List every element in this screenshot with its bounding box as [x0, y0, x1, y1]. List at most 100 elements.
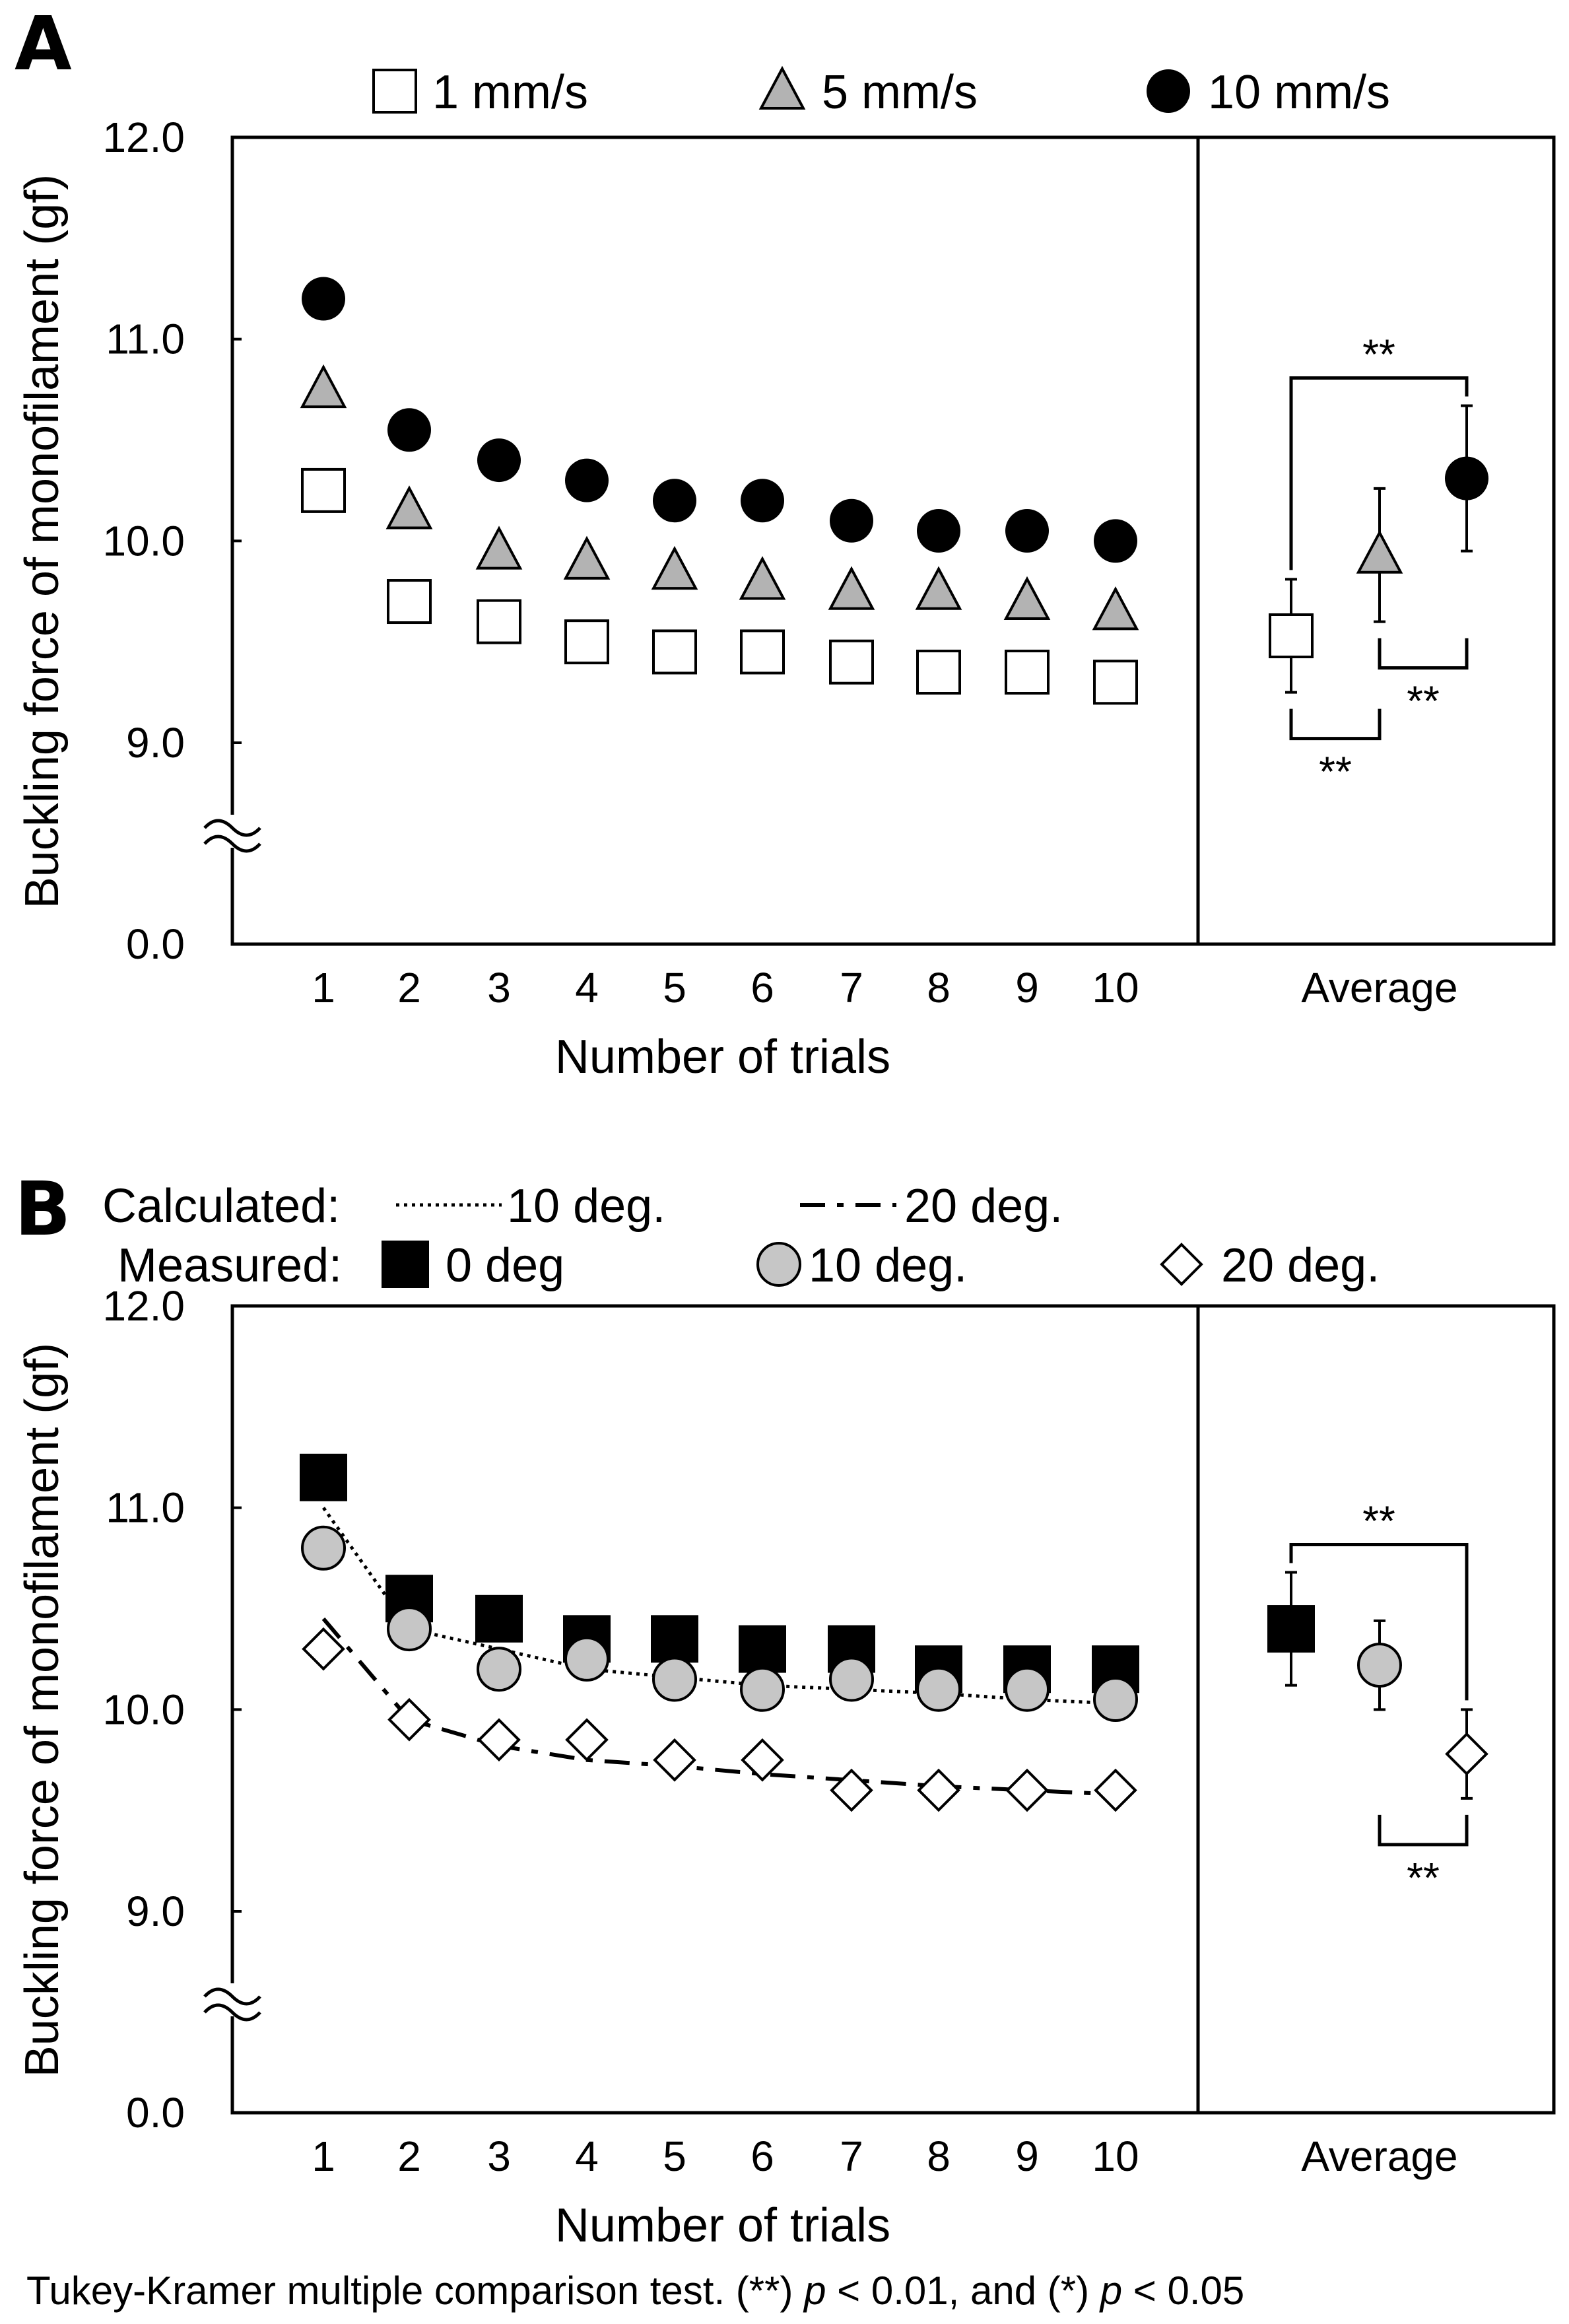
- x-axis-title: Number of trials: [555, 2199, 890, 2252]
- data-point-shape: [740, 1666, 785, 1712]
- data-point-shape: [563, 535, 611, 580]
- y-tick-label: 9.0: [126, 719, 185, 767]
- legend-label: 0 deg: [446, 1239, 564, 1292]
- data-point: [387, 579, 432, 625]
- legend-marker: [1147, 69, 1190, 113]
- panel-a: A 12.0 11.0 10.0 9.0 0.0 1 2 3 4 5 6 7 8 9 10 Average Num…: [15, 1, 1556, 1083]
- data-point-shape: [1094, 519, 1137, 563]
- data-point-shape: [651, 1615, 698, 1663]
- data-point: [1003, 576, 1051, 621]
- data-point-shape: [651, 545, 698, 590]
- y-axis-title: Buckling force of monofilament (gf): [16, 174, 69, 908]
- data-point-shape: [740, 629, 785, 675]
- x-tick-label: 1: [312, 2133, 335, 2180]
- data-point-shape: [300, 1453, 347, 1501]
- y-tick-label: 10.0: [102, 517, 185, 564]
- data-point-shape: [565, 1718, 609, 1762]
- legend-marker-shape: [756, 1242, 801, 1287]
- average-point-shape: [1445, 456, 1488, 500]
- data-point: [1093, 660, 1138, 705]
- x-tick-label: 1: [312, 964, 335, 1011]
- x-tick-label: 8: [927, 2133, 951, 2180]
- data-point-shape: [917, 1768, 960, 1812]
- data-point-shape: [1093, 660, 1138, 705]
- legend-label: 20 deg.: [1221, 1239, 1380, 1292]
- average-point-shape: [1445, 1732, 1488, 1776]
- significance-label: **: [1362, 1497, 1395, 1544]
- y-tick-label: 12.0: [102, 114, 185, 161]
- data-point-shape: [829, 639, 874, 685]
- x-tick-label: 7: [840, 2133, 863, 2180]
- data-point-shape: [385, 485, 433, 530]
- data-point-shape: [302, 1627, 345, 1671]
- data-point: [829, 1657, 874, 1702]
- data-point: [301, 1525, 346, 1571]
- legend-marker-shape: [758, 65, 806, 110]
- x-tick-label: 8: [927, 964, 951, 1011]
- data-point: [300, 1453, 347, 1501]
- data-point-shape: [652, 1657, 697, 1702]
- panel-letter-b: B: [15, 1167, 71, 1252]
- x-tick-label: 6: [751, 964, 774, 1011]
- average-point: [1267, 1605, 1315, 1653]
- significance-bracket: [1289, 708, 1382, 741]
- data-point: [301, 467, 346, 513]
- legend-label: 10 mm/s: [1208, 66, 1390, 119]
- data-point: [387, 1697, 431, 1742]
- legend-marker: [372, 69, 417, 114]
- data-point-shape: [564, 619, 609, 665]
- x-tick-label: 2: [397, 2133, 421, 2180]
- plot-frame: [230, 135, 1556, 946]
- legend-title-calculated: Calculated:: [102, 1180, 340, 1233]
- data-point-shape: [916, 650, 961, 695]
- axis-break-mark: [203, 1987, 261, 2006]
- data-point-shape: [1003, 576, 1051, 621]
- data-point: [739, 556, 786, 600]
- legend-marker-shape: [382, 1241, 429, 1288]
- data-point-shape: [477, 599, 521, 644]
- data-point-shape: [741, 479, 784, 523]
- data-point: [916, 650, 961, 695]
- data-point-shape: [917, 509, 960, 553]
- data-point-shape: [652, 629, 697, 675]
- data-point-shape: [1005, 1768, 1049, 1812]
- legend-marker-shape: [1160, 1243, 1203, 1286]
- data-point: [651, 1615, 698, 1663]
- x-tick-label: 10: [1092, 964, 1139, 1011]
- significance-label: **: [1407, 677, 1440, 725]
- y-tick-label: 10.0: [102, 1686, 185, 1733]
- data-point: [830, 1768, 873, 1812]
- plot-frame: [230, 1304, 1556, 2115]
- calculated-line: [321, 1617, 1116, 1796]
- x-tick-label: 7: [840, 964, 863, 1011]
- legend-marker: [382, 1241, 429, 1288]
- data-point: [563, 535, 611, 580]
- legend-marker: [758, 65, 806, 110]
- y-axis-title: Buckling force of monofilament (gf): [16, 1343, 69, 2077]
- data-point: [477, 438, 521, 483]
- data-point: [651, 545, 698, 590]
- data-point-shape: [387, 579, 432, 625]
- data-point: [741, 1738, 784, 1782]
- significance-bracket: [1378, 1814, 1469, 1847]
- data-point: [652, 1657, 697, 1702]
- significance-label: **: [1362, 331, 1395, 378]
- data-point-shape: [739, 556, 786, 600]
- data-point: [477, 1718, 521, 1762]
- y-tick-label: 0.0: [126, 2089, 185, 2136]
- average-point-shape: [1356, 530, 1403, 574]
- data-point-shape: [828, 566, 875, 610]
- data-point-shape: [564, 1636, 609, 1682]
- data-point: [302, 277, 345, 321]
- data-point: [564, 1636, 609, 1682]
- legend-marker-shape: [1147, 69, 1190, 113]
- data-point: [387, 1606, 432, 1652]
- data-point: [917, 1768, 960, 1812]
- axis-break-mark: [203, 819, 261, 837]
- y-tick-label: 9.0: [126, 1888, 185, 1935]
- data-point: [739, 1625, 786, 1673]
- data-point: [1005, 650, 1050, 695]
- data-point: [1005, 1768, 1049, 1812]
- panel-letter-a: A: [15, 1, 72, 87]
- data-point: [1005, 509, 1049, 553]
